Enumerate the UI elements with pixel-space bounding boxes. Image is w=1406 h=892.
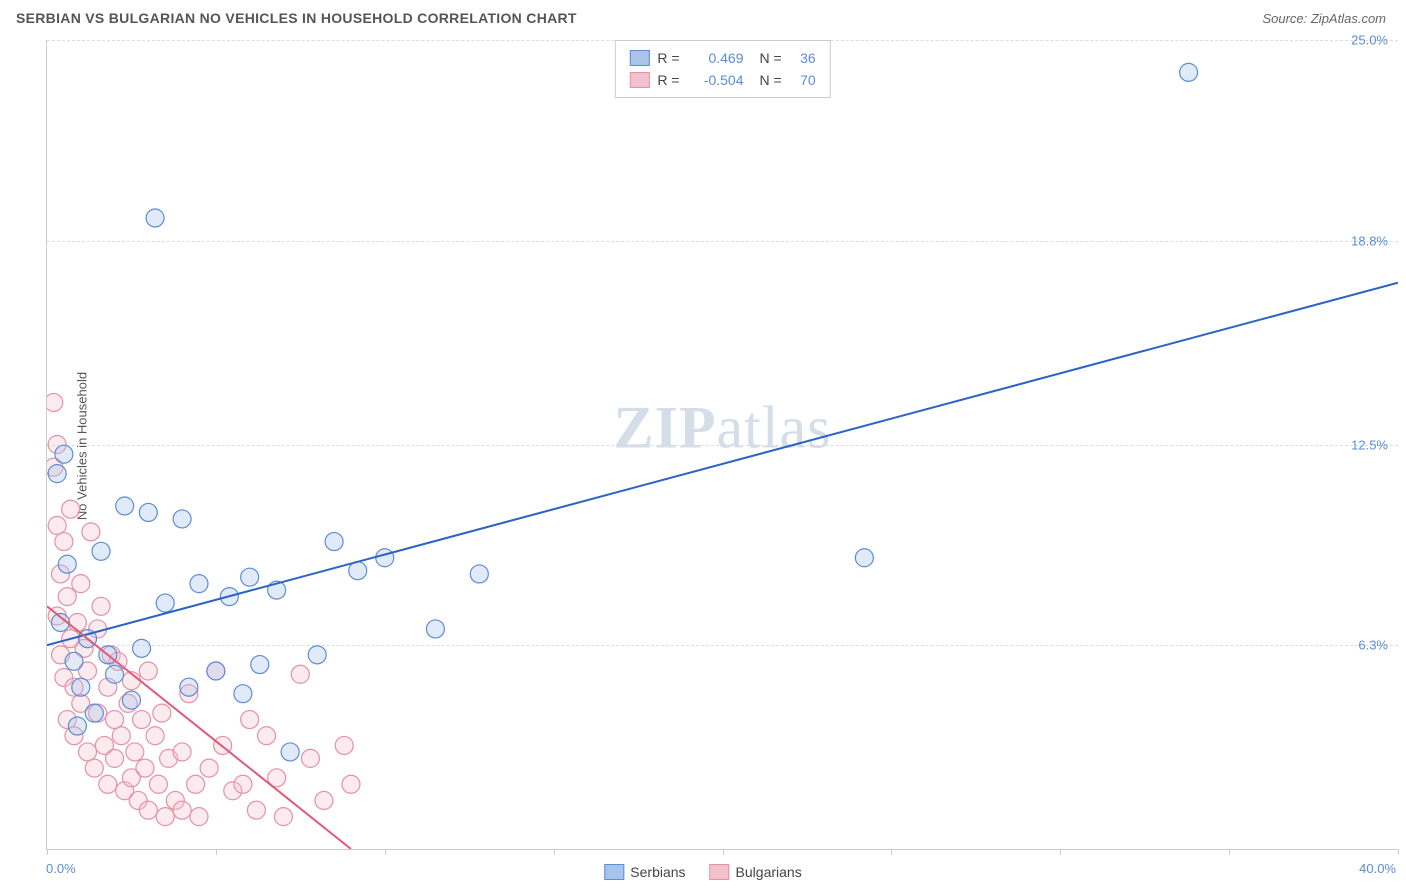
data-point: [173, 743, 191, 761]
data-point: [136, 759, 154, 777]
data-point: [234, 775, 252, 793]
data-point: [72, 678, 90, 696]
data-point: [153, 704, 171, 722]
data-point: [47, 393, 63, 411]
swatch-serbians-icon: [604, 864, 624, 880]
data-point: [122, 691, 140, 709]
data-point: [106, 711, 124, 729]
data-point: [325, 533, 343, 551]
data-point: [139, 801, 157, 819]
chart-plot-area: ZIPatlas R = 0.469 N = 36 R = -0.504 N =…: [46, 40, 1398, 850]
data-point: [234, 685, 252, 703]
data-point: [99, 775, 117, 793]
data-point: [48, 465, 66, 483]
data-point: [126, 743, 144, 761]
data-point: [133, 711, 151, 729]
x-tick: [216, 849, 217, 855]
data-point: [190, 808, 208, 826]
x-tick: [891, 849, 892, 855]
data-point: [112, 727, 130, 745]
data-point: [72, 575, 90, 593]
data-point: [173, 510, 191, 528]
data-point: [149, 775, 167, 793]
data-point: [55, 533, 73, 551]
swatch-bulgarians: [629, 72, 649, 88]
data-point: [855, 549, 873, 567]
data-point: [116, 497, 134, 515]
data-point: [1180, 63, 1198, 81]
x-tick: [723, 849, 724, 855]
data-point: [426, 620, 444, 638]
data-point: [92, 542, 110, 560]
data-point: [62, 500, 80, 518]
data-point: [342, 775, 360, 793]
data-point: [187, 775, 205, 793]
legend-item-bulgarians: Bulgarians: [710, 864, 802, 880]
x-tick: [47, 849, 48, 855]
stats-row-serbians: R = 0.469 N = 36: [629, 47, 815, 69]
data-point: [376, 549, 394, 567]
data-point: [146, 727, 164, 745]
data-point: [82, 523, 100, 541]
data-point: [315, 791, 333, 809]
data-point: [48, 516, 66, 534]
data-point: [308, 646, 326, 664]
data-point: [58, 555, 76, 573]
source-label: Source: ZipAtlas.com: [1262, 11, 1386, 26]
stats-legend: R = 0.469 N = 36 R = -0.504 N = 70: [614, 40, 830, 98]
data-point: [335, 736, 353, 754]
data-point: [247, 801, 265, 819]
data-point: [173, 801, 191, 819]
data-point: [281, 743, 299, 761]
data-point: [79, 743, 97, 761]
x-tick: [1229, 849, 1230, 855]
x-max-label: 40.0%: [1359, 861, 1396, 876]
series-legend: Serbians Bulgarians: [604, 864, 801, 880]
data-point: [139, 503, 157, 521]
data-point: [68, 613, 86, 631]
data-point: [139, 662, 157, 680]
data-point: [180, 678, 198, 696]
data-point: [106, 749, 124, 767]
x-min-label: 0.0%: [46, 861, 76, 876]
trend-line: [47, 283, 1398, 645]
data-point: [92, 597, 110, 615]
data-point: [58, 588, 76, 606]
data-point: [55, 445, 73, 463]
data-point: [133, 639, 151, 657]
x-tick: [554, 849, 555, 855]
swatch-bulgarians-icon: [710, 864, 730, 880]
stats-row-bulgarians: R = -0.504 N = 70: [629, 69, 815, 91]
data-point: [85, 704, 103, 722]
data-point: [251, 656, 269, 674]
x-tick: [1398, 849, 1399, 855]
data-point: [274, 808, 292, 826]
data-point: [190, 575, 208, 593]
swatch-serbians: [629, 50, 649, 66]
legend-item-serbians: Serbians: [604, 864, 685, 880]
data-point: [258, 727, 276, 745]
data-point: [200, 759, 218, 777]
scatter-svg: [47, 40, 1398, 849]
data-point: [85, 759, 103, 777]
data-point: [146, 209, 164, 227]
data-point: [301, 749, 319, 767]
data-point: [156, 594, 174, 612]
x-tick: [1060, 849, 1061, 855]
data-point: [241, 568, 259, 586]
data-point: [68, 717, 86, 735]
data-point: [207, 662, 225, 680]
data-point: [156, 808, 174, 826]
chart-title: SERBIAN VS BULGARIAN NO VEHICLES IN HOUS…: [16, 10, 577, 26]
data-point: [241, 711, 259, 729]
data-point: [291, 665, 309, 683]
data-point: [470, 565, 488, 583]
x-tick: [385, 849, 386, 855]
data-point: [106, 665, 124, 683]
data-point: [65, 652, 83, 670]
